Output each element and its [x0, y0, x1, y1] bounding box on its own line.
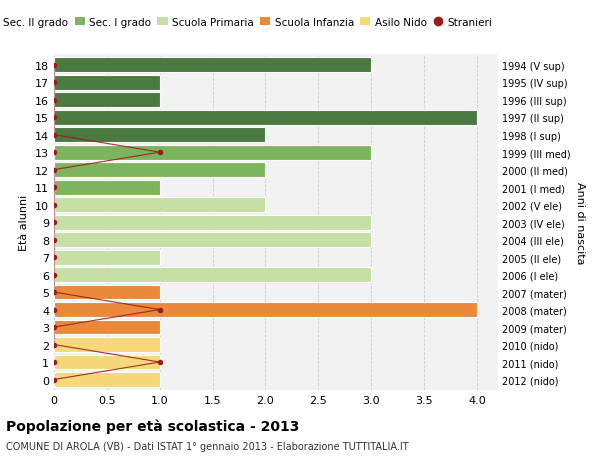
Bar — [54, 268, 371, 282]
Bar — [54, 372, 160, 387]
Bar — [54, 93, 160, 108]
Point — [49, 184, 59, 191]
Bar — [54, 302, 477, 317]
Point — [155, 149, 164, 157]
Legend: Sec. II grado, Sec. I grado, Scuola Primaria, Scuola Infanzia, Asilo Nido, Stran: Sec. II grado, Sec. I grado, Scuola Prim… — [0, 13, 496, 32]
Bar — [54, 285, 160, 300]
Point — [49, 62, 59, 69]
Bar — [54, 180, 160, 195]
Bar — [54, 198, 265, 213]
Point — [49, 236, 59, 244]
Bar — [54, 163, 265, 178]
Bar — [54, 111, 477, 125]
Point — [155, 306, 164, 313]
Point — [49, 149, 59, 157]
Point — [49, 254, 59, 261]
Point — [49, 202, 59, 209]
Bar — [54, 215, 371, 230]
Bar — [54, 355, 160, 369]
Bar — [54, 233, 371, 247]
Y-axis label: Anni di nascita: Anni di nascita — [575, 181, 584, 264]
Bar — [54, 337, 160, 352]
Point — [49, 271, 59, 279]
Bar — [54, 58, 371, 73]
Point — [155, 358, 164, 366]
Bar — [54, 146, 371, 160]
Text: COMUNE DI AROLA (VB) - Dati ISTAT 1° gennaio 2013 - Elaborazione TUTTITALIA.IT: COMUNE DI AROLA (VB) - Dati ISTAT 1° gen… — [6, 441, 409, 451]
Bar — [54, 320, 160, 335]
Text: Popolazione per età scolastica - 2013: Popolazione per età scolastica - 2013 — [6, 419, 299, 433]
Y-axis label: Età alunni: Età alunni — [19, 195, 29, 251]
Point — [49, 219, 59, 226]
Point — [49, 324, 59, 331]
Point — [49, 306, 59, 313]
Bar — [54, 128, 265, 143]
Point — [49, 114, 59, 122]
Point — [49, 132, 59, 139]
Point — [49, 341, 59, 348]
Point — [49, 167, 59, 174]
Bar — [54, 250, 160, 265]
Point — [49, 97, 59, 104]
Point — [49, 289, 59, 296]
Point — [49, 376, 59, 383]
Bar — [54, 76, 160, 90]
Point — [49, 358, 59, 366]
Point — [49, 79, 59, 87]
